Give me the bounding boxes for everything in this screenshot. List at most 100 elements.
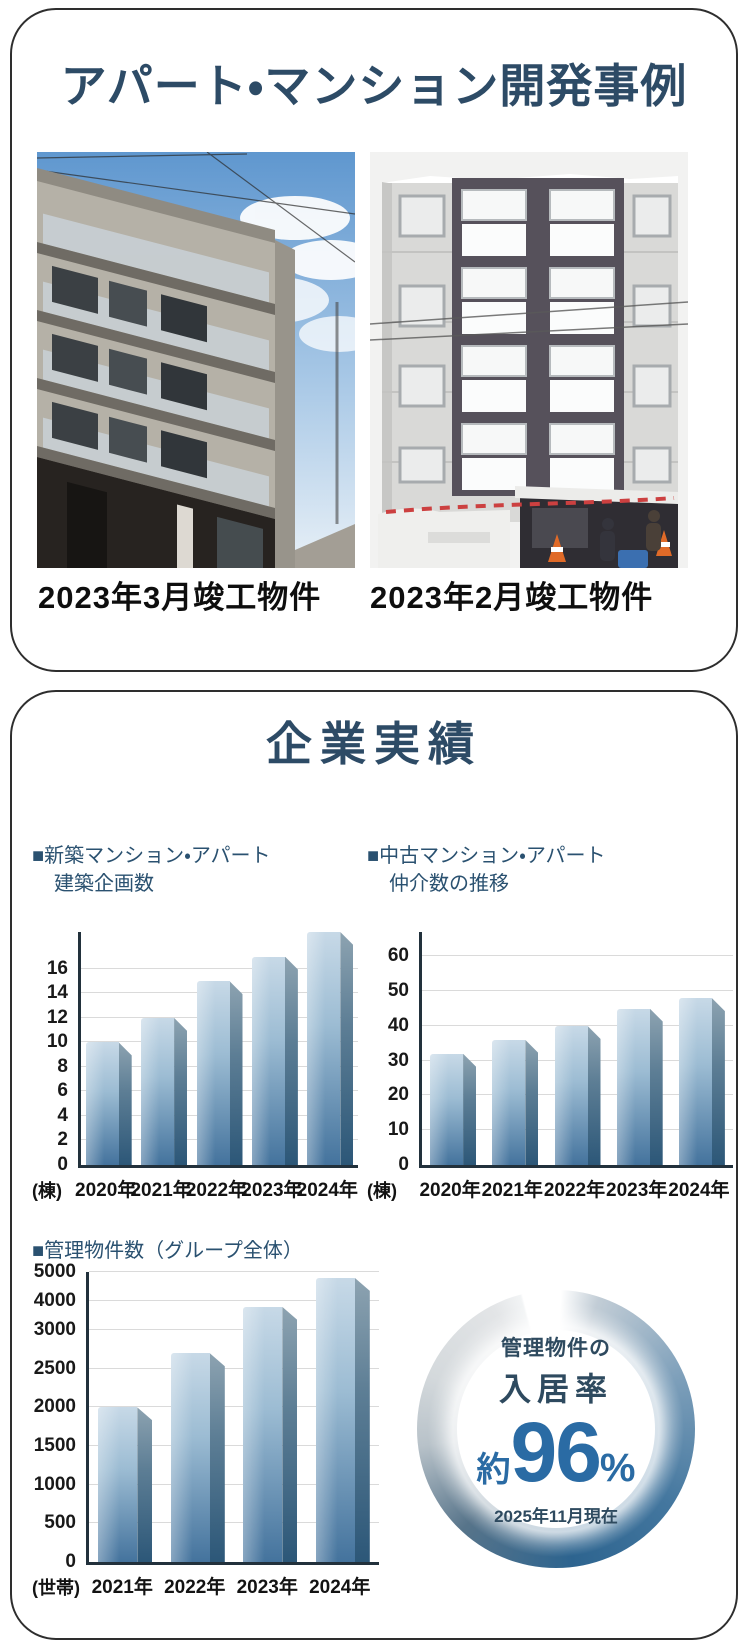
x-tick-label: 2023年	[606, 1180, 668, 1201]
y-tick-label: 4000	[33, 1290, 76, 1311]
building-photo-illustration-left	[37, 152, 355, 568]
gridline	[81, 967, 358, 969]
donut-value-prefix: 約	[476, 1450, 511, 1489]
occupancy-donut-chart: 管理物件の 入居率 約96% 2025年11月現在	[417, 1290, 695, 1568]
bar-face	[678, 998, 712, 1165]
chart-used-brokerage: ■中古マンション・アパート 仲介数の推移 2020年 2021年 2022年 2023…	[367, 842, 733, 1207]
y-tick-label: 30	[387, 1049, 409, 1071]
chart-legend: ■管理物件数（グループ全体）	[32, 1237, 376, 1265]
bar-face	[98, 1407, 138, 1562]
bar	[315, 1277, 370, 1562]
bar-face	[196, 981, 230, 1165]
bar-face	[307, 932, 341, 1165]
x-tick-label: 2024年	[296, 1180, 358, 1201]
x-tick-label: 2021年	[130, 1180, 192, 1201]
bar-side-face	[340, 932, 354, 1165]
y-axis-labels: 0 10 20 30 40 50 60	[367, 932, 419, 1175]
bar-side-face	[282, 1306, 298, 1562]
x-tick-label: 2024年	[309, 1577, 371, 1598]
y-tick-label: 40	[387, 1014, 409, 1036]
donut-label-line1: 管理物件の	[501, 1336, 611, 1360]
bar-side-face	[354, 1277, 370, 1562]
y-tick-label: 14	[46, 982, 68, 1004]
bar-face	[430, 1053, 464, 1165]
x-tick-label: 2023年	[241, 1180, 303, 1201]
bar-side-face	[118, 1042, 132, 1165]
gridline	[422, 990, 733, 992]
y-tick-label: 1500	[33, 1435, 76, 1456]
results-card-title: 企業実績	[266, 718, 482, 770]
bar	[251, 956, 298, 1165]
development-card-title: アパート・マンション開発事例	[60, 60, 688, 112]
gridline	[422, 955, 733, 957]
y-tick-label: 500	[44, 1512, 76, 1534]
y-tick-label: 0	[398, 1154, 409, 1175]
x-tick-label: 2021年	[91, 1577, 153, 1598]
bar-side-face	[174, 1017, 188, 1165]
bar-side-face	[137, 1407, 153, 1562]
y-tick-label: 2	[57, 1129, 68, 1151]
bar-face	[85, 1042, 119, 1165]
x-tick-label: 2024年	[668, 1180, 730, 1201]
plot-box	[419, 932, 733, 1168]
donut-value: 約96%	[476, 1410, 635, 1494]
bar	[170, 1353, 225, 1562]
building-photo-illustration-right	[370, 152, 688, 568]
y-axis-labels: 0 2 4 6 8 10 12 14 16	[32, 932, 78, 1175]
bar	[554, 1025, 601, 1165]
side-windows	[398, 194, 672, 484]
gridline	[89, 1367, 379, 1369]
y-tick-label: 12	[46, 1006, 68, 1028]
bar-side-face	[284, 956, 298, 1165]
x-tick-label: 2023年	[236, 1577, 298, 1598]
bar	[85, 1042, 132, 1165]
bar-side-face	[463, 1053, 477, 1165]
chart-legend-line1: ■管理物件数（グループ全体）	[32, 1240, 303, 1262]
photo-building-march-2023	[37, 152, 355, 568]
gridline	[422, 1024, 733, 1026]
bar	[616, 1008, 663, 1165]
bar-side-face	[587, 1025, 601, 1165]
gridline	[89, 1522, 379, 1524]
bar	[678, 998, 725, 1165]
y-tick-label: 2000	[33, 1396, 76, 1418]
y-tick-label: 16	[46, 957, 68, 979]
bar-face	[251, 956, 285, 1165]
bar-face	[554, 1025, 588, 1165]
y-tick-label: 1000	[33, 1473, 76, 1495]
bar-side-face	[229, 981, 243, 1165]
bar-side-face	[209, 1353, 225, 1562]
y-tick-label: 2500	[33, 1357, 76, 1379]
donut-label-line2: 入居率	[498, 1370, 613, 1407]
bar	[307, 932, 354, 1165]
bar	[98, 1407, 153, 1562]
chart-legend: ■中古マンション・アパート 仲介数の推移	[367, 842, 730, 898]
plot-box	[86, 1271, 379, 1565]
y-tick-label: 3000	[33, 1319, 76, 1340]
bar	[141, 1017, 188, 1165]
chart-legend-line2: 仲介数の推移	[389, 873, 509, 895]
bar-face	[141, 1017, 175, 1165]
y-tick-label: 6	[57, 1080, 68, 1102]
axis-unit-label: (棟)	[367, 1181, 397, 1201]
gridline	[89, 1271, 379, 1272]
y-tick-label: 20	[387, 1084, 409, 1106]
axis-unit-label: (世帯)	[32, 1578, 80, 1598]
gridline	[89, 1483, 379, 1485]
chart-legend-line1: ■新築マンション・アパート	[32, 845, 271, 867]
gridline	[89, 1406, 379, 1408]
bar-face	[616, 1008, 650, 1165]
photo-building-feb-2023	[370, 152, 688, 568]
bar-face	[315, 1277, 355, 1562]
photo-caption-left: 2023年3月竣工物件	[38, 580, 322, 615]
company-results-card: 企業実績 ■新築マンション・アパート 建築企画数 2020年 2021年 2022年…	[10, 690, 738, 1640]
chart-legend-line2: 建築企画数	[54, 873, 154, 895]
bar-chart-plot-area: 2021年 2022年 2023年 2024年 (世帯) 0 500 1000 1500 2000…	[32, 1261, 379, 1604]
bar	[196, 981, 243, 1165]
y-tick-label: 8	[57, 1055, 68, 1077]
power-lines	[37, 152, 355, 263]
y-tick-label: 10	[387, 1119, 409, 1141]
x-tick-label: 2020年	[419, 1180, 481, 1201]
bar-side-face	[711, 998, 725, 1165]
photo-caption-right: 2023年2月竣工物件	[370, 580, 654, 615]
